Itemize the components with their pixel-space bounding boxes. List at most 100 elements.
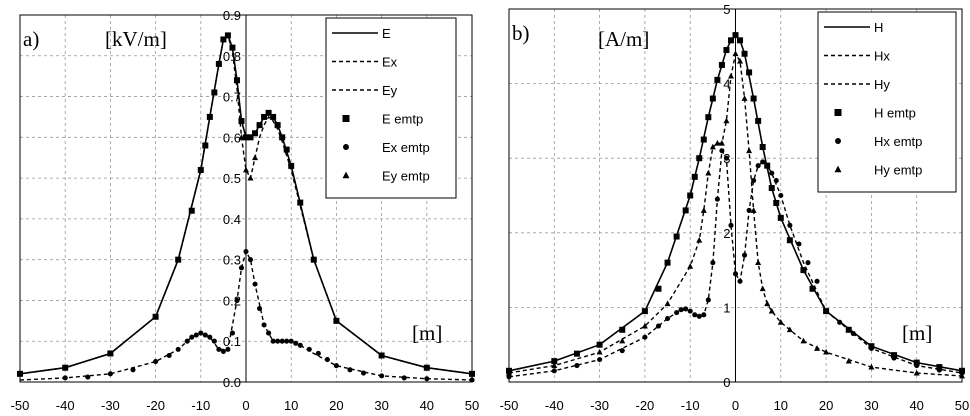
data-point-ex-emtp <box>189 334 195 340</box>
y-tick-label: 0.3 <box>223 253 241 268</box>
data-point-hx-emtp <box>674 310 680 316</box>
data-point-h-emtp <box>682 207 689 214</box>
data-point-h-emtp <box>732 32 739 39</box>
data-point-hy-emtp <box>746 147 753 154</box>
data-point-ex-emtp <box>293 340 299 346</box>
x-unit-label: [m] <box>412 321 442 345</box>
data-point-hy-emtp <box>750 207 757 213</box>
data-point-hx-emtp <box>891 355 897 361</box>
data-point-hx-emtp <box>746 207 752 213</box>
data-point-hy-emtp <box>741 95 748 101</box>
data-point-h-emtp <box>687 192 694 199</box>
data-point-hx-emtp <box>837 319 843 325</box>
data-point-hx-emtp <box>814 278 820 284</box>
data-point-h-emtp <box>709 95 716 102</box>
data-point-h-emtp <box>800 267 807 274</box>
data-point-ex-emtp <box>333 363 339 369</box>
data-point-e-emtp <box>197 166 204 173</box>
data-point-hy-emtp <box>823 348 830 355</box>
data-point-e-emtp <box>270 113 277 120</box>
legend-item: Ey emtp <box>342 169 430 184</box>
data-point-ex-emtp <box>211 338 217 344</box>
data-point-ex-emtp <box>288 338 294 344</box>
data-point-ex-emtp <box>243 248 249 255</box>
legend-marker-h-emtp <box>834 109 842 116</box>
data-point-hx-emtp <box>796 241 802 247</box>
chart-panel-a: -50 -40 -30 -20 -10 0 10 20 30 40 50 0.0 0.1 0.2 0.3 0.… <box>11 8 480 413</box>
x-tick-label: 0 <box>732 398 739 413</box>
x-tick-label: 50 <box>465 398 479 413</box>
data-point-ex-emtp <box>107 371 113 377</box>
data-point-hx-emtp <box>787 222 793 228</box>
data-point-h-emtp <box>773 199 780 206</box>
data-point-hy-emtp <box>959 372 965 379</box>
data-point-hy-emtp <box>696 236 703 243</box>
data-point-ex-emtp <box>220 348 226 354</box>
data-point-ex-emtp <box>324 357 330 363</box>
y-tick-label: 1 <box>723 300 730 315</box>
data-point-ex-emtp <box>202 332 208 338</box>
data-point-hx-emtp <box>692 312 698 318</box>
data-point-hy-emtp <box>727 72 734 79</box>
data-point-hx-emtp <box>764 163 770 169</box>
data-point-ex-emtp <box>401 375 407 381</box>
legend-box <box>817 11 957 193</box>
data-point-h-emtp <box>551 358 558 365</box>
data-point-hx-emtp <box>696 313 702 319</box>
legend-item: Hx emtp <box>835 134 922 149</box>
x-tick-label: -30 <box>101 398 120 413</box>
unit-label: [kV/m] <box>105 27 167 51</box>
data-point-hy-emtp <box>777 319 784 325</box>
data-point-ex-emtp <box>234 297 240 303</box>
data-point-h-emtp <box>655 285 662 292</box>
data-point-e-emtp <box>243 134 249 141</box>
data-point-h-emtp <box>845 326 852 333</box>
legend-item: H <box>824 20 883 35</box>
legend-label: Hx <box>874 49 890 64</box>
data-point-h-emtp <box>718 61 725 68</box>
legend-item: H emtp <box>834 106 916 121</box>
y-tick-label: 0.8 <box>223 49 241 64</box>
x-tick-label: -20 <box>636 398 655 413</box>
y-tick-label: 4 <box>723 77 730 92</box>
data-point-h-emtp <box>777 214 784 221</box>
data-point-h-emtp <box>696 155 703 162</box>
x-tick-label: -10 <box>191 398 210 413</box>
data-point-e-emtp <box>220 36 227 43</box>
x-tick-label: -10 <box>681 398 700 413</box>
data-point-h-emtp <box>714 76 721 83</box>
legend-label: Hy emtp <box>874 163 922 178</box>
data-point-ex-emtp <box>270 338 276 344</box>
x-tick-label: 30 <box>864 398 878 413</box>
data-point-e-emtp <box>233 77 240 84</box>
panel-label: b) <box>512 21 530 45</box>
data-point-h-emtp <box>596 341 603 348</box>
data-point-e-emtp <box>202 142 209 149</box>
data-point-e-emtp <box>279 134 286 141</box>
data-point-hy-emtp <box>755 259 762 266</box>
data-point-hx-emtp <box>732 271 739 277</box>
data-point-h-emtp <box>664 259 671 266</box>
legend-label: E emtp <box>382 112 423 127</box>
x-tick-label: -50 <box>500 398 519 413</box>
data-point-e-emtp <box>211 89 218 96</box>
data-point-e-emtp <box>256 122 263 129</box>
legend-label: E <box>382 26 391 41</box>
data-point-hy-emtp <box>814 345 821 351</box>
legend-item: E <box>332 26 391 41</box>
data-point-hy-emtp <box>732 50 739 57</box>
y-tick-label: 5 <box>723 2 730 17</box>
x-tick-label: -50 <box>11 398 30 413</box>
data-point-ex-emtp <box>306 346 312 352</box>
data-point-hx-emtp <box>687 308 693 314</box>
data-point-hx-emtp <box>778 192 784 199</box>
data-point-e-emtp <box>378 352 385 359</box>
data-point-e-emtp <box>261 113 268 120</box>
data-point-hx-emtp <box>723 155 729 161</box>
data-point-e-emtp <box>283 146 290 153</box>
data-point-e-emtp <box>206 113 213 120</box>
legend-marker-hx-emtp <box>835 138 841 144</box>
x-tick-label: -30 <box>590 398 609 413</box>
data-point-ex-emtp <box>85 374 91 380</box>
legend-item: Ey <box>332 83 398 98</box>
